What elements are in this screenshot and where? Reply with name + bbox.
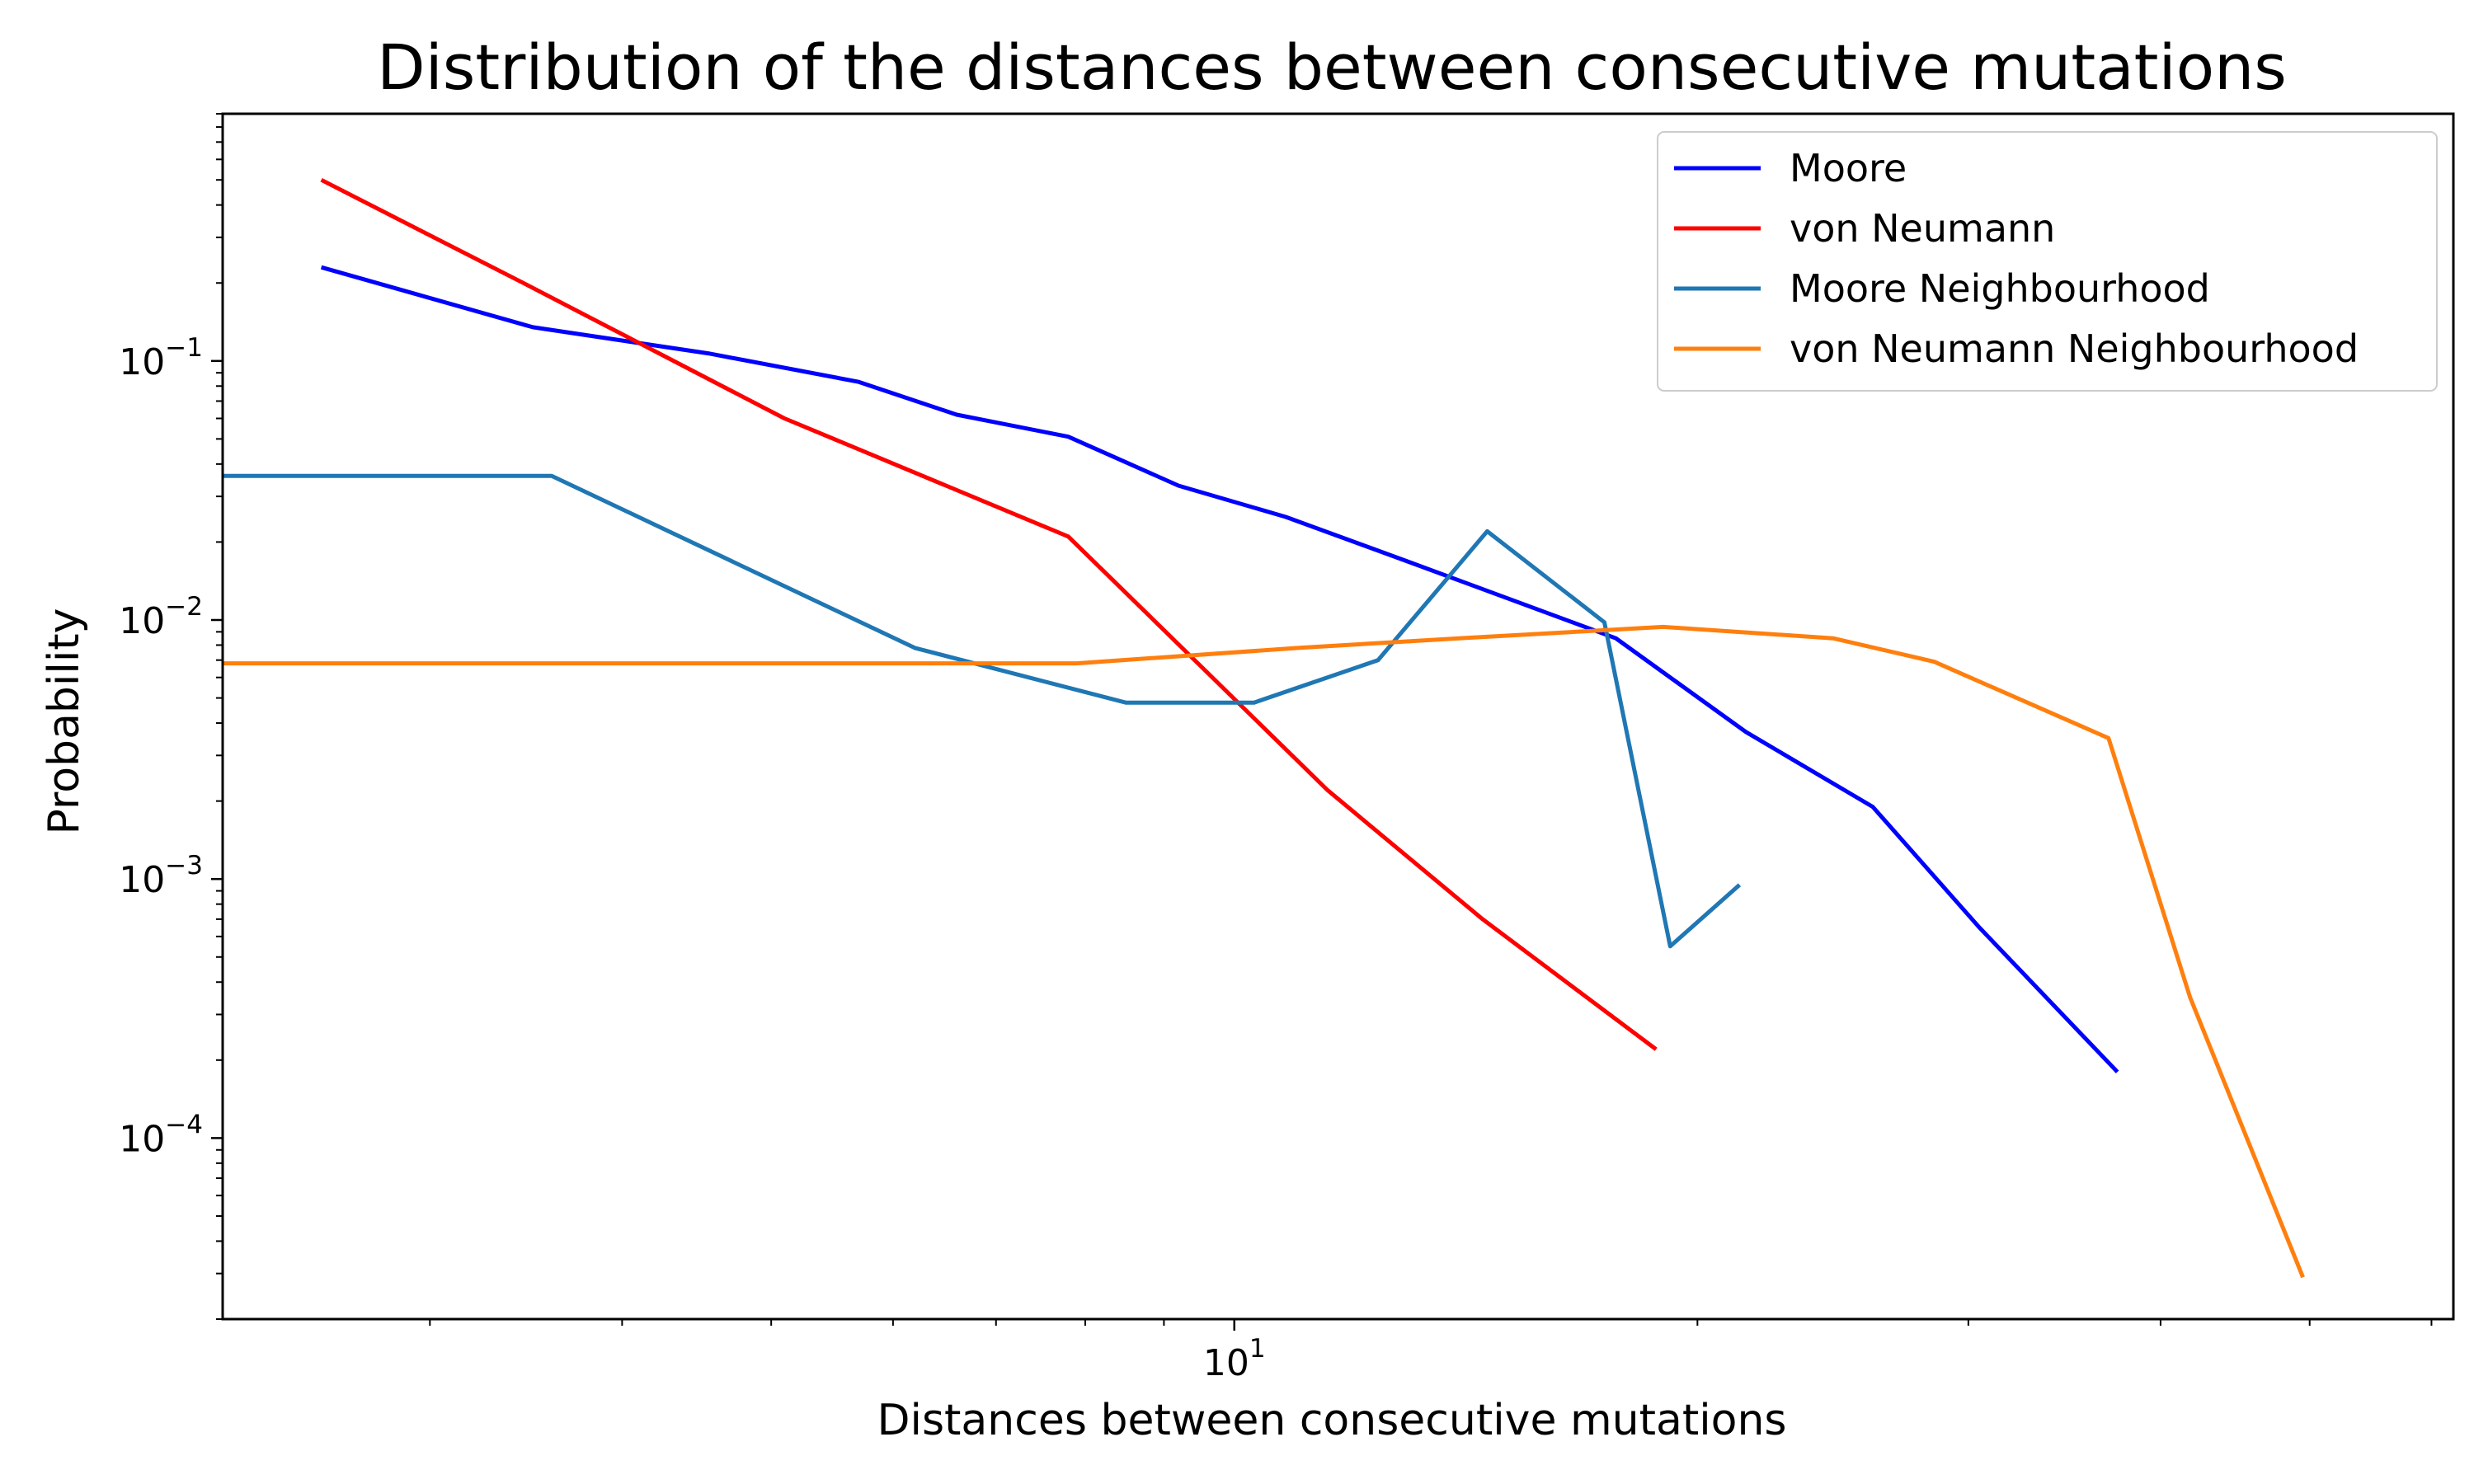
series-line-1 (320, 265, 2119, 1073)
y-tick-label: 10−2 (119, 592, 203, 642)
x-axis-label: Distances between consecutive mutations (877, 1396, 1786, 1445)
plot-frame (221, 112, 2455, 1321)
series-line-3 (223, 473, 1742, 949)
axes: 10−1 10−2 10−3 10−4 101 (119, 112, 2455, 1384)
legend-label-4: von Neumann Neighbourhood (1790, 326, 2359, 371)
y-tick-label: 10−4 (119, 1110, 203, 1160)
y-tick-label: 10−1 (119, 333, 203, 383)
legend-label-3: Moore Neighbourhood (1790, 266, 2210, 311)
legend-box (1657, 131, 2438, 392)
y-tick-label: 10−3 (119, 851, 203, 901)
legend-label-2: von Neumann (1790, 206, 2055, 251)
series-layer (223, 177, 2305, 1279)
chart-title: Distribution of the distances between co… (377, 31, 2287, 104)
legend-label-1: Moore (1790, 146, 1907, 190)
legend: Moore von Neumann Moore Neighbourhood von N… (1657, 131, 2438, 392)
series-line-2 (320, 177, 1658, 1051)
y-axis-label: Probability (40, 608, 89, 835)
x-tick-label: 101 (1203, 1334, 1266, 1384)
series-line-4 (223, 624, 2305, 1279)
